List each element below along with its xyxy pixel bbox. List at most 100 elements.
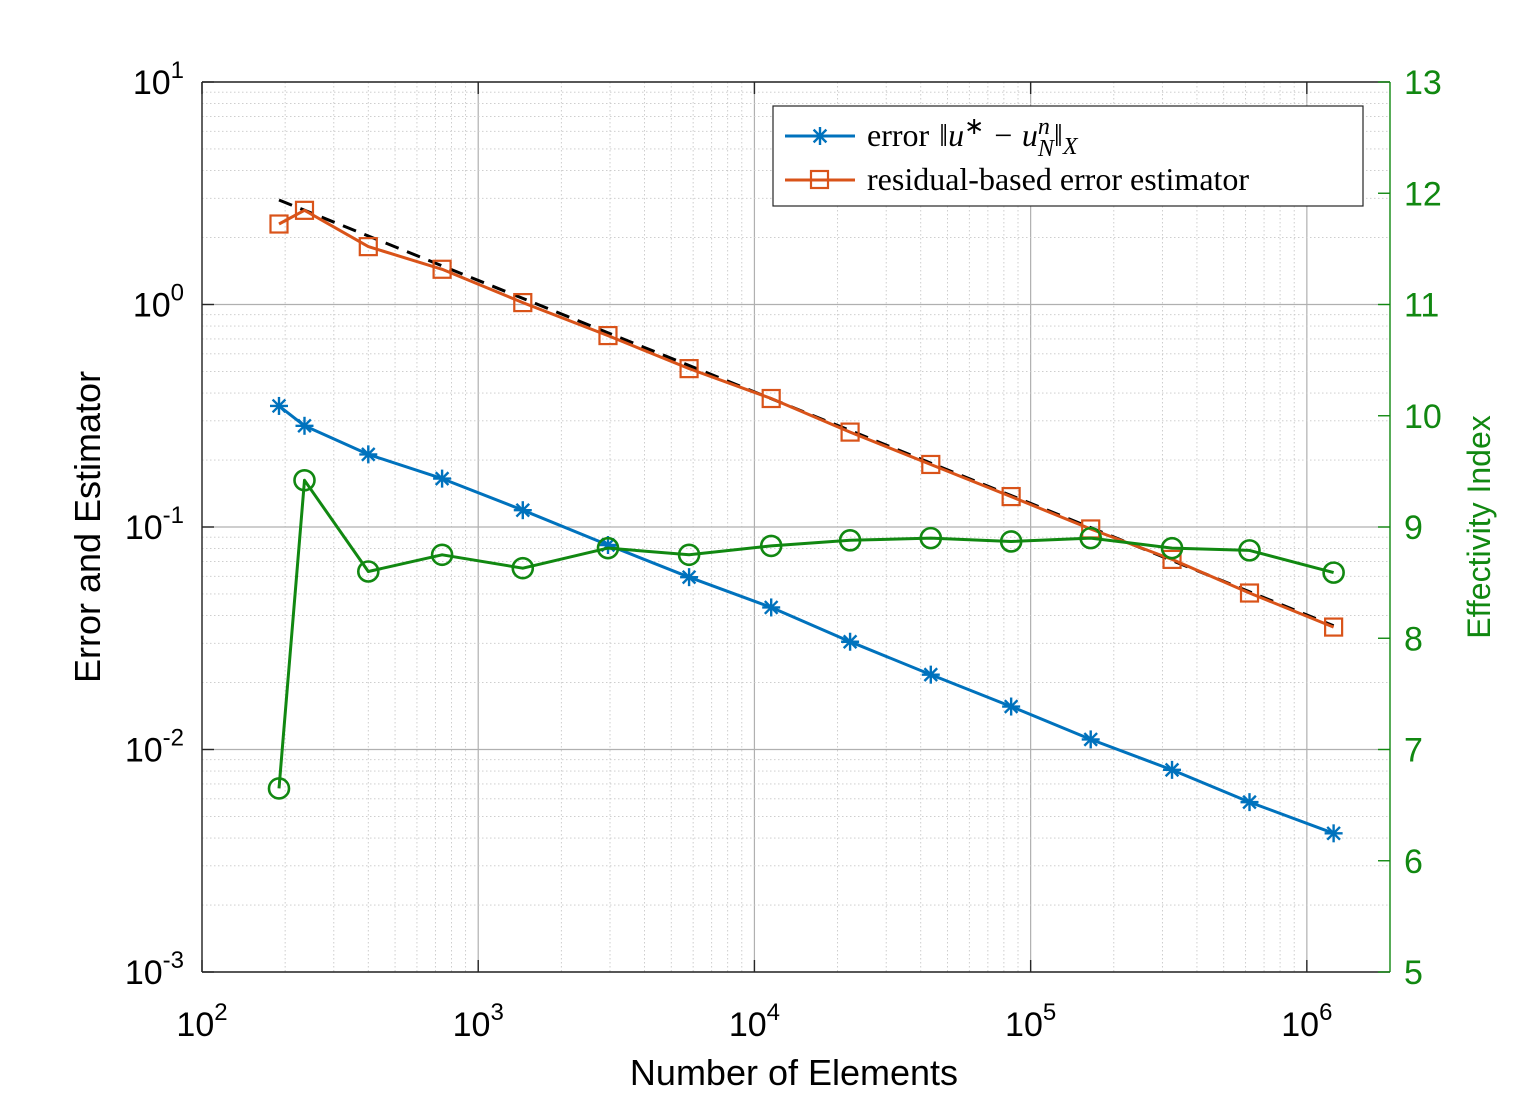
y2-tick-label: 8 xyxy=(1404,620,1423,658)
estimator-data-point xyxy=(1162,549,1182,570)
y-tick-label: 10-2 xyxy=(125,725,184,770)
asterisk-marker-stroke xyxy=(271,398,287,414)
circle-marker xyxy=(1238,539,1261,562)
circle-marker xyxy=(1160,536,1184,560)
estimator-data-point xyxy=(679,359,699,379)
legend-error-label: error ‖u∗ − un N‖X xyxy=(867,114,1079,162)
error-data-point xyxy=(1002,697,1021,716)
y-tick-label: 10-1 xyxy=(125,502,184,547)
circle-marker xyxy=(919,526,943,550)
x-tick-label: 105 xyxy=(1005,999,1056,1044)
estimator-data-point xyxy=(761,388,781,409)
effectivity-data-point xyxy=(596,536,620,560)
legend-error-marker xyxy=(811,127,829,145)
legend: error ‖u∗ − un N‖X residual-based error es… xyxy=(772,105,1364,207)
y2-axis-label: Effectivity Index xyxy=(1461,415,1497,639)
asterisk-marker-stroke xyxy=(434,471,450,486)
effectivity-data-point xyxy=(430,543,454,567)
estimator-data-point xyxy=(432,259,452,279)
error-data-point xyxy=(841,632,860,651)
square-marker xyxy=(1324,617,1344,637)
y2-tick-label: 13 xyxy=(1404,64,1442,102)
effectivity-data-point xyxy=(356,560,380,583)
x-tick-label: 102 xyxy=(176,999,227,1044)
error-data-point xyxy=(433,469,452,488)
y2-tick-label: 7 xyxy=(1404,732,1423,770)
y2-tick-label: 9 xyxy=(1404,509,1423,547)
circle-marker xyxy=(596,536,620,560)
effectivity-data-point xyxy=(919,526,943,550)
circle-marker xyxy=(838,529,862,552)
effectivity-data-point xyxy=(1079,526,1103,550)
y-tick-label: 10-3 xyxy=(125,947,184,992)
circle-marker xyxy=(430,543,454,567)
error-data-point xyxy=(269,396,288,415)
x-axis-label: Number of Elements xyxy=(630,1052,958,1093)
x-tick-label: 103 xyxy=(453,999,504,1044)
y-axis-label: Error and Estimator xyxy=(67,371,108,683)
effectivity-data-point xyxy=(267,777,291,800)
tick-labels: 102 103 104 105 106 10-3 10-2 10-1 100 101 5 6 7 8 9 10… xyxy=(125,57,1442,1044)
asterisk-marker-stroke xyxy=(1003,699,1019,714)
circle-marker xyxy=(999,530,1023,553)
error-data-point xyxy=(295,416,314,435)
estimator-data-point xyxy=(1239,583,1260,603)
effectivity-data-point xyxy=(511,556,535,580)
square-marker xyxy=(1239,583,1260,603)
estimator-data-point xyxy=(269,214,289,234)
asterisk-marker-stroke xyxy=(1242,794,1257,810)
square-marker xyxy=(513,292,533,313)
series-line-estimator xyxy=(278,208,1335,629)
circle-marker xyxy=(1322,561,1345,584)
y2-tick-label: 5 xyxy=(1404,954,1423,992)
circle-marker xyxy=(1079,526,1103,550)
series-group xyxy=(267,200,1345,843)
error-data-point xyxy=(359,445,378,464)
y-tick-label: 101 xyxy=(133,57,184,102)
error-data-point xyxy=(1081,730,1100,749)
error-data-point xyxy=(680,568,699,587)
estimator-data-point xyxy=(598,325,618,346)
estimator-data-point xyxy=(1324,617,1344,637)
asterisk-marker-stroke xyxy=(812,128,828,144)
error-data-point xyxy=(1324,824,1343,843)
square-marker xyxy=(358,237,378,257)
error-data-point xyxy=(762,598,781,617)
square-marker xyxy=(761,388,781,409)
asterisk-marker-stroke xyxy=(923,667,938,682)
asterisk-marker-stroke xyxy=(1083,732,1098,747)
error-data-point xyxy=(513,501,532,520)
square-marker xyxy=(1162,549,1182,570)
series-estimator xyxy=(269,200,1344,637)
estimator-data-point xyxy=(921,454,941,475)
legend-estimator-marker xyxy=(809,169,830,190)
square-marker xyxy=(269,214,289,234)
circle-marker xyxy=(759,534,783,558)
error-data-point xyxy=(1163,760,1182,779)
effectivity-data-point xyxy=(999,530,1023,553)
estimator-data-point xyxy=(840,422,860,442)
asterisk-marker-stroke xyxy=(297,418,312,434)
asterisk-marker-stroke xyxy=(763,600,779,615)
effectivity-data-point xyxy=(1322,561,1345,584)
effectivity-data-point xyxy=(1160,536,1184,560)
asterisk-marker-stroke xyxy=(1326,826,1341,841)
asterisk-marker-stroke xyxy=(842,634,858,649)
y-tick-label: 100 xyxy=(133,280,184,325)
estimator-data-point xyxy=(1001,486,1021,507)
legend-box xyxy=(772,105,1364,207)
asterisk-marker-stroke xyxy=(361,447,376,462)
effectivity-data-point xyxy=(1238,539,1261,562)
effectivity-data-point xyxy=(677,543,701,567)
estimator-data-point xyxy=(294,200,315,220)
square-marker xyxy=(432,259,452,279)
y2-tick-label: 11 xyxy=(1404,287,1439,325)
error-data-point xyxy=(921,665,940,684)
x-tick-label: 106 xyxy=(1281,999,1332,1044)
axes xyxy=(201,81,1391,973)
y2-tick-label: 10 xyxy=(1404,398,1442,436)
error-data-point xyxy=(1240,793,1259,812)
circle-marker xyxy=(267,777,291,800)
x-tick-label: 104 xyxy=(729,999,780,1044)
